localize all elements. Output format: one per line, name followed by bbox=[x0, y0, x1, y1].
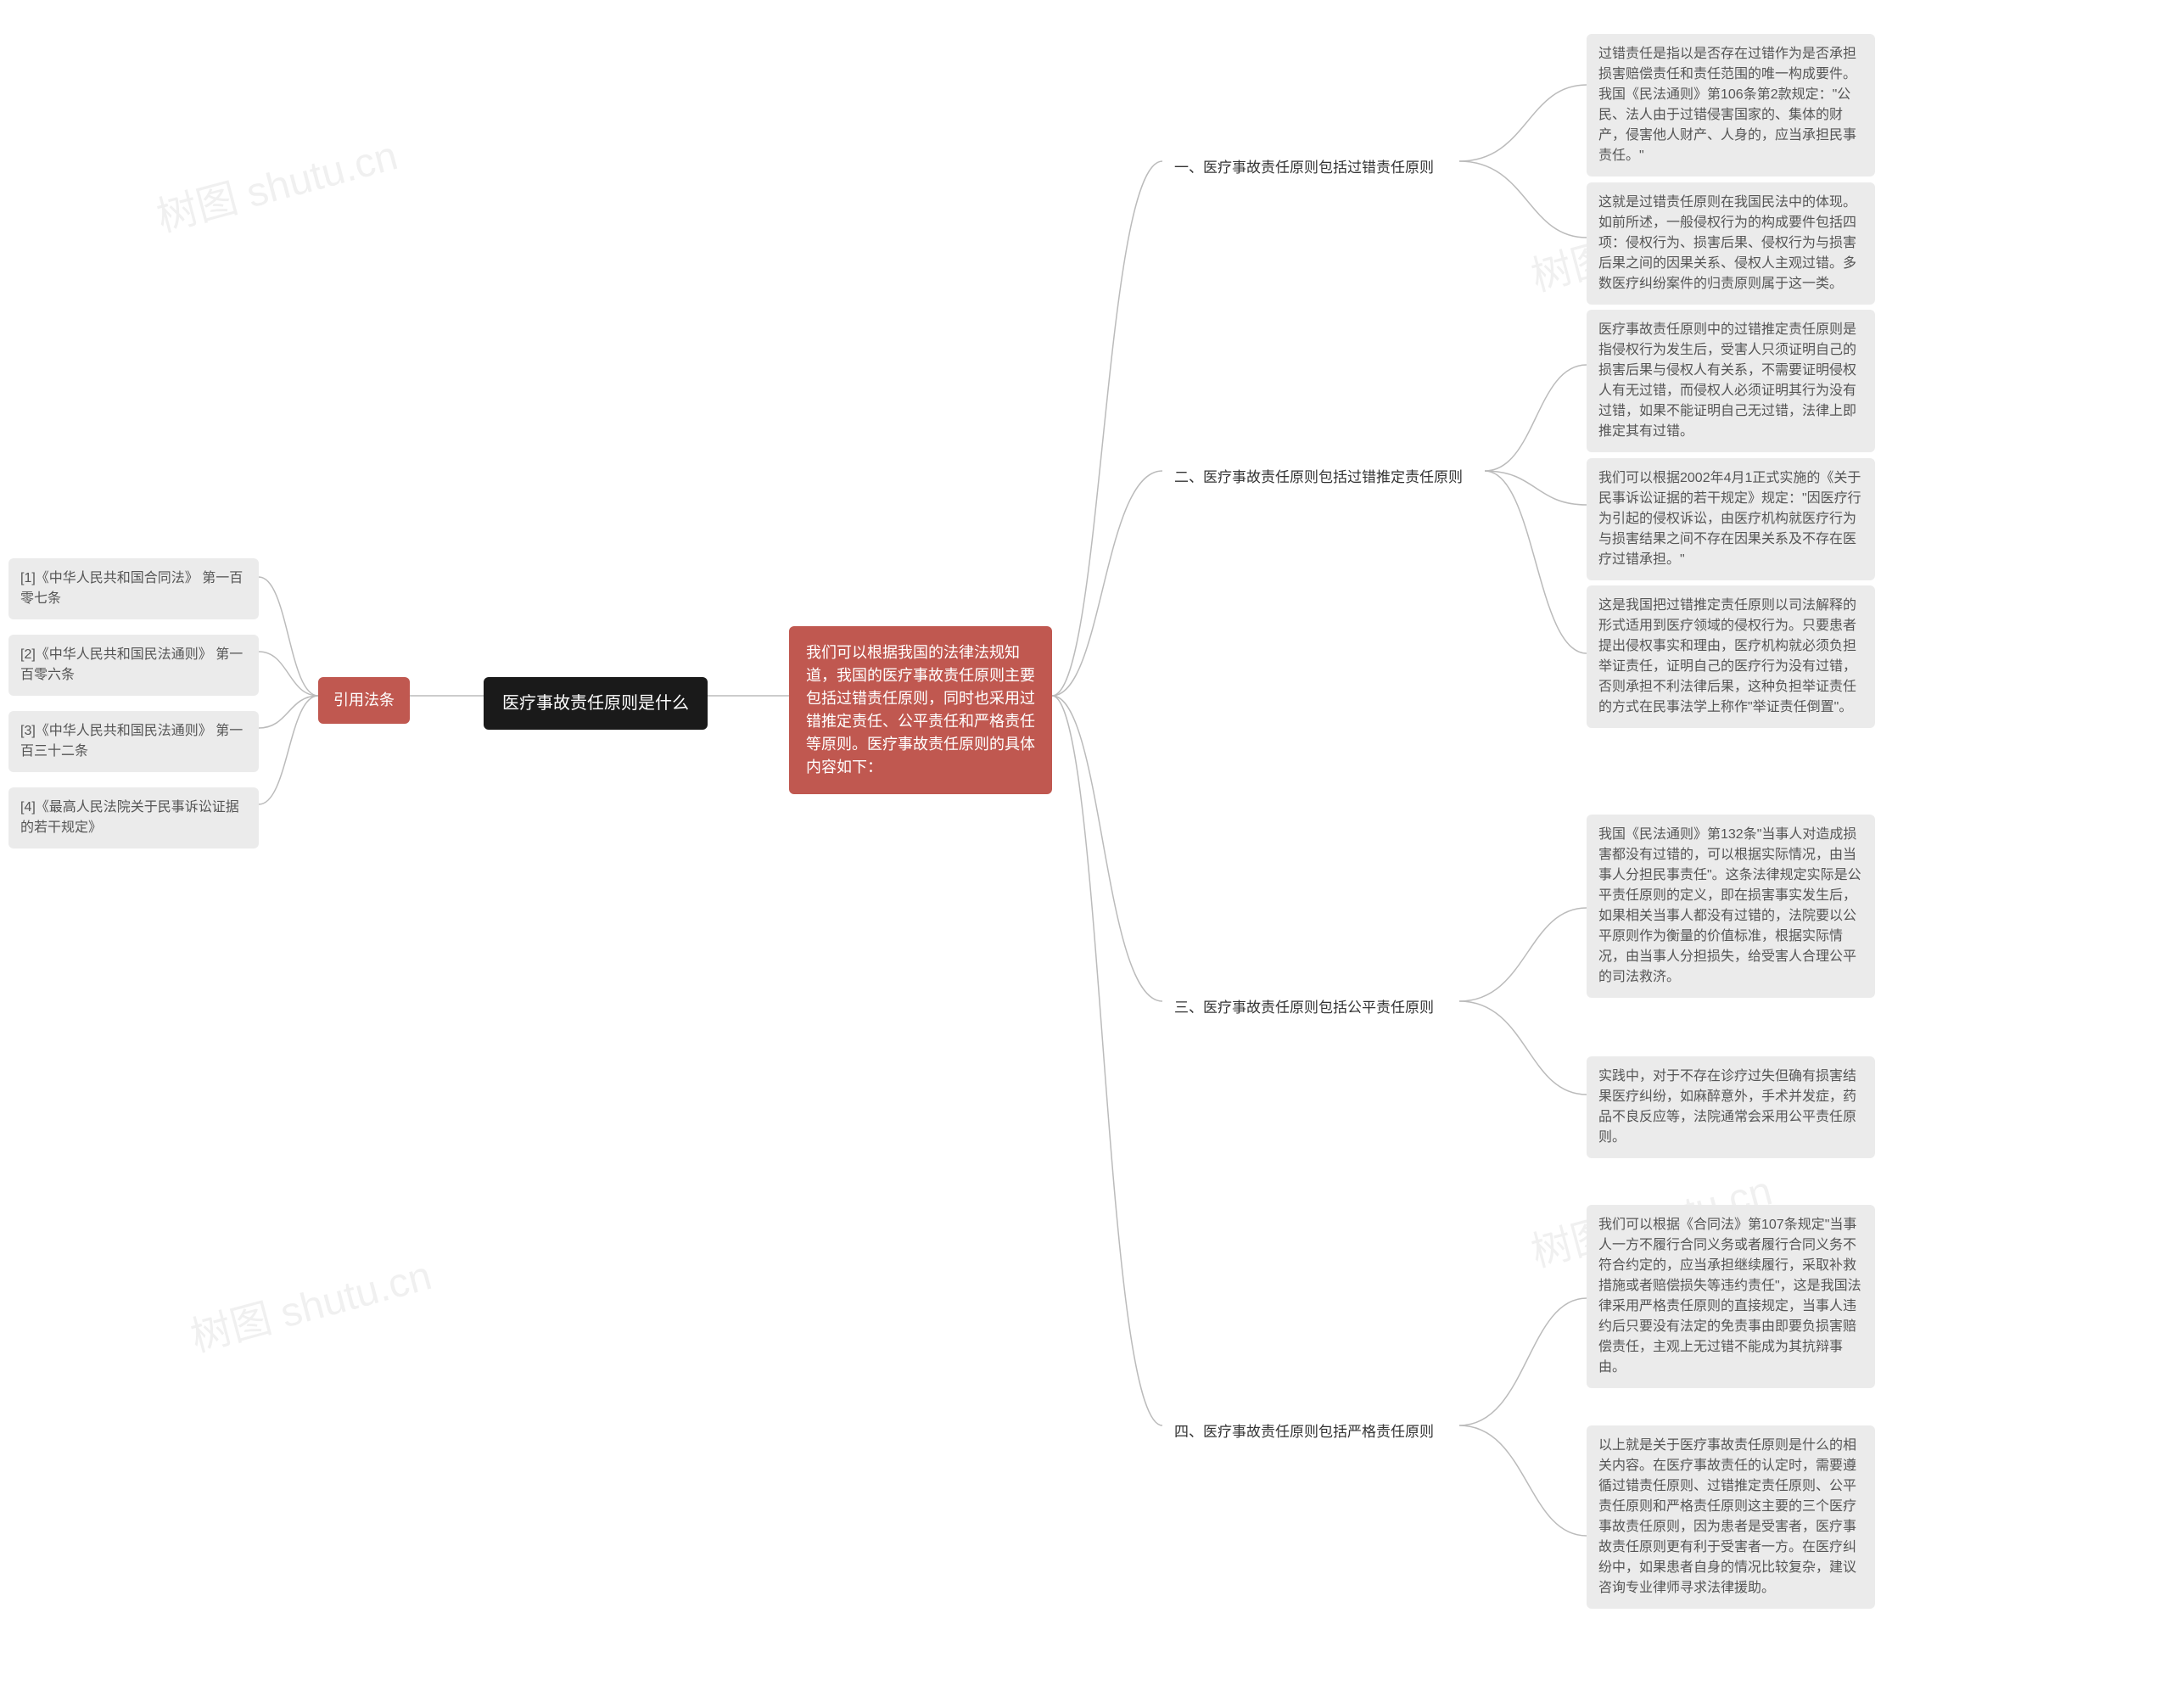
root-title: 医疗事故责任原则是什么 bbox=[502, 694, 689, 713]
reference-item[interactable]: [3]《中华人民共和国民法通则》 第一百三十二条 bbox=[8, 711, 259, 772]
watermark: 树图 shutu.cn bbox=[183, 1242, 437, 1364]
intro-text: 我们可以根据我国的法律法规知道，我国的医疗事故责任原则主要包括过错责任原则，同时… bbox=[806, 644, 1035, 776]
section-title: 四、医疗事故责任原则包括严格责任原则 bbox=[1174, 1424, 1434, 1440]
reference-text: [3]《中华人民共和国民法通则》 第一百三十二条 bbox=[20, 724, 243, 759]
section-node[interactable]: 一、医疗事故责任原则包括过错责任原则 bbox=[1162, 148, 1446, 188]
leaf-text: 以上就是关于医疗事故责任原则是什么的相关内容。在医疗事故责任的认定时，需要遵循过… bbox=[1598, 1438, 1856, 1595]
leaf-node[interactable]: 过错责任是指以是否存在过错作为是否承担损害赔偿责任和责任范围的唯一构成要件。我国… bbox=[1587, 34, 1875, 176]
reference-item[interactable]: [2]《中华人民共和国民法通则》 第一百零六条 bbox=[8, 635, 259, 696]
leaf-node[interactable]: 这是我国把过错推定责任原则以司法解释的形式适用到医疗领域的侵权行为。只要患者提出… bbox=[1587, 585, 1875, 728]
leaf-node[interactable]: 以上就是关于医疗事故责任原则是什么的相关内容。在医疗事故责任的认定时，需要遵循过… bbox=[1587, 1425, 1875, 1609]
reference-text: [2]《中华人民共和国民法通则》 第一百零六条 bbox=[20, 647, 243, 682]
reference-item[interactable]: [1]《中华人民共和国合同法》 第一百零七条 bbox=[8, 558, 259, 619]
root-node[interactable]: 医疗事故责任原则是什么 bbox=[484, 677, 708, 730]
reference-item[interactable]: [4]《最高人民法院关于民事诉讼证据的若干规定》 bbox=[8, 787, 259, 848]
leaf-node[interactable]: 我们可以根据2002年4月1正式实施的《关于民事诉讼证据的若干规定》规定："因医… bbox=[1587, 458, 1875, 580]
leaf-node[interactable]: 这就是过错责任原则在我国民法中的体现。如前所述，一般侵权行为的构成要件包括四项：… bbox=[1587, 182, 1875, 305]
section-node[interactable]: 二、医疗事故责任原则包括过错推定责任原则 bbox=[1162, 458, 1475, 497]
section-node[interactable]: 四、医疗事故责任原则包括严格责任原则 bbox=[1162, 1413, 1446, 1452]
leaf-text: 医疗事故责任原则中的过错推定责任原则是指侵权行为发生后，受害人只须证明自己的损害… bbox=[1598, 322, 1856, 439]
section-node[interactable]: 三、医疗事故责任原则包括公平责任原则 bbox=[1162, 988, 1446, 1028]
leaf-node[interactable]: 医疗事故责任原则中的过错推定责任原则是指侵权行为发生后，受害人只须证明自己的损害… bbox=[1587, 310, 1875, 452]
references-title: 引用法条 bbox=[333, 692, 395, 708]
leaf-text: 我们可以根据2002年4月1正式实施的《关于民事诉讼证据的若干规定》规定："因医… bbox=[1598, 471, 1861, 567]
intro-node[interactable]: 我们可以根据我国的法律法规知道，我国的医疗事故责任原则主要包括过错责任原则，同时… bbox=[789, 626, 1052, 794]
leaf-text: 这就是过错责任原则在我国民法中的体现。如前所述，一般侵权行为的构成要件包括四项：… bbox=[1598, 195, 1856, 291]
leaf-text: 实践中，对于不存在诊疗过失但确有损害结果医疗纠纷，如麻醉意外，手术并发症，药品不… bbox=[1598, 1069, 1856, 1145]
reference-text: [1]《中华人民共和国合同法》 第一百零七条 bbox=[20, 571, 243, 606]
leaf-text: 过错责任是指以是否存在过错作为是否承担损害赔偿责任和责任范围的唯一构成要件。我国… bbox=[1598, 47, 1856, 163]
leaf-node[interactable]: 我国《民法通则》第132条"当事人对造成损害都没有过错的，可以根据实际情况，由当… bbox=[1587, 815, 1875, 998]
references-node[interactable]: 引用法条 bbox=[318, 677, 410, 724]
leaf-text: 我国《民法通则》第132条"当事人对造成损害都没有过错的，可以根据实际情况，由当… bbox=[1598, 827, 1861, 984]
leaf-text: 这是我国把过错推定责任原则以司法解释的形式适用到医疗领域的侵权行为。只要患者提出… bbox=[1598, 598, 1856, 714]
leaf-node[interactable]: 我们可以根据《合同法》第107条规定"当事人一方不履行合同义务或者履行合同义务不… bbox=[1587, 1205, 1875, 1388]
reference-text: [4]《最高人民法院关于民事诉讼证据的若干规定》 bbox=[20, 800, 239, 835]
leaf-node[interactable]: 实践中，对于不存在诊疗过失但确有损害结果医疗纠纷，如麻醉意外，手术并发症，药品不… bbox=[1587, 1056, 1875, 1158]
section-title: 一、医疗事故责任原则包括过错责任原则 bbox=[1174, 160, 1434, 176]
section-title: 三、医疗事故责任原则包括公平责任原则 bbox=[1174, 1000, 1434, 1016]
leaf-text: 我们可以根据《合同法》第107条规定"当事人一方不履行合同义务或者履行合同义务不… bbox=[1598, 1218, 1861, 1375]
watermark: 树图 shutu.cn bbox=[149, 122, 403, 244]
section-title: 二、医疗事故责任原则包括过错推定责任原则 bbox=[1174, 469, 1463, 485]
